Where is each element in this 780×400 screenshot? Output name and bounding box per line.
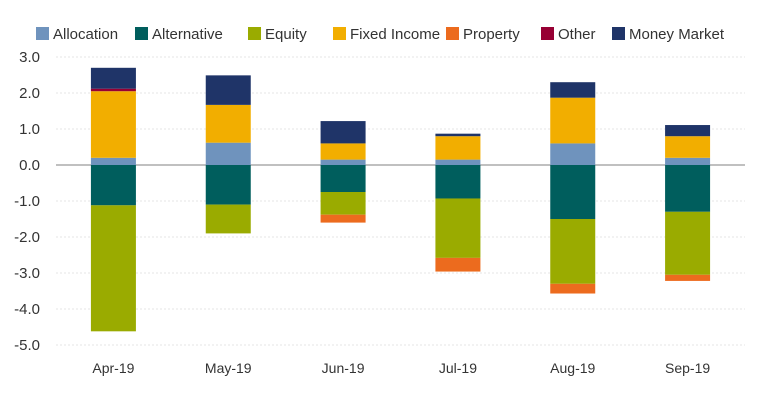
bar-segment-fixed-income <box>320 143 366 160</box>
bar-group-sep-19 <box>665 125 711 281</box>
legend-label-equity: Equity <box>265 26 307 43</box>
bar-segment-money-market <box>665 125 711 137</box>
y-tick-label: -5.0 <box>14 337 40 354</box>
legend-label-alternative: Alternative <box>152 26 223 43</box>
y-tick-label: 0.0 <box>19 157 40 174</box>
bar-segment-money-market <box>435 133 481 137</box>
bar-group-jul-19 <box>435 133 481 272</box>
y-tick-label: -4.0 <box>14 301 40 318</box>
bar-segment-equity <box>550 219 596 284</box>
legend: Allocation Alternative Equity Fixed Income P… <box>36 26 725 43</box>
bar-segment-alternative <box>320 165 366 192</box>
legend-swatch-alternative <box>135 27 148 40</box>
bar-segment-fixed-income <box>205 104 251 143</box>
y-tick-label: 2.0 <box>19 85 40 102</box>
legend-swatch-fixed-income <box>333 27 346 40</box>
bar-segment-alternative <box>435 165 481 199</box>
bar-group-jun-19 <box>320 121 366 223</box>
bar-group-apr-19 <box>90 67 136 332</box>
legend-item-other: Other <box>541 26 596 43</box>
legend-swatch-other <box>541 27 554 40</box>
bar-segment-property <box>550 283 596 294</box>
bar-segment-equity <box>90 205 136 332</box>
bar-segment-property <box>435 257 481 272</box>
legend-item-alternative: Alternative <box>135 26 223 43</box>
bar-segment-property <box>665 274 711 281</box>
bar-segment-allocation <box>205 142 251 165</box>
y-axis: 3.0 2.0 1.0 0.0 -1.0 -2.0 -3.0 -4.0 -5.0 <box>14 49 40 354</box>
x-tick-label: Sep-19 <box>665 360 710 376</box>
y-tick-label: 1.0 <box>19 121 40 138</box>
legend-label-property: Property <box>463 26 520 43</box>
legend-label-fixed-income: Fixed Income <box>350 26 440 43</box>
bar-segment-allocation <box>90 157 136 165</box>
bar-segment-fixed-income <box>435 136 481 160</box>
legend-item-fixed-income: Fixed Income <box>333 26 440 43</box>
grid <box>56 56 745 346</box>
bar-segment-fixed-income <box>665 136 711 158</box>
bar-segment-alternative <box>550 165 596 219</box>
y-tick-label: -1.0 <box>14 193 40 210</box>
bar-segment-alternative <box>665 165 711 212</box>
legend-label-money-market: Money Market <box>629 26 725 43</box>
y-tick-label: -2.0 <box>14 229 40 246</box>
bar-segment-other <box>90 88 136 92</box>
bar-segment-allocation <box>435 159 481 165</box>
bars <box>90 67 711 332</box>
y-tick-label: 3.0 <box>19 49 40 66</box>
x-tick-label: Jun-19 <box>322 360 365 376</box>
bar-segment-money-market <box>205 75 251 105</box>
bar-segment-equity <box>320 192 366 215</box>
legend-item-property: Property <box>446 26 520 43</box>
x-axis: Apr-19 May-19 Jun-19 Jul-19 Aug-19 Sep-19 <box>92 360 710 376</box>
y-tick-label: -3.0 <box>14 265 40 282</box>
bar-segment-money-market <box>90 67 136 89</box>
bar-segment-equity <box>435 198 481 258</box>
legend-label-allocation: Allocation <box>53 26 118 43</box>
legend-swatch-money-market <box>612 27 625 40</box>
bar-segment-money-market <box>550 82 596 98</box>
bar-segment-equity <box>665 211 711 275</box>
bar-group-aug-19 <box>550 82 596 294</box>
x-tick-label: May-19 <box>205 360 252 376</box>
x-tick-label: Apr-19 <box>92 360 134 376</box>
bar-segment-equity <box>205 204 251 234</box>
legend-swatch-equity <box>248 27 261 40</box>
legend-swatch-property <box>446 27 459 40</box>
legend-item-allocation: Allocation <box>36 26 118 43</box>
bar-segment-fixed-income <box>90 91 136 158</box>
bar-segment-money-market <box>320 121 366 144</box>
bar-group-may-19 <box>205 75 251 234</box>
x-tick-label: Jul-19 <box>439 360 477 376</box>
legend-label-other: Other <box>558 26 596 43</box>
bar-segment-allocation <box>320 159 366 165</box>
legend-swatch-allocation <box>36 27 49 40</box>
legend-item-equity: Equity <box>248 26 307 43</box>
legend-item-money-market: Money Market <box>612 26 725 43</box>
bar-segment-property <box>320 214 366 223</box>
bar-segment-alternative <box>90 165 136 206</box>
bar-segment-fixed-income <box>550 97 596 144</box>
bar-segment-allocation <box>550 143 596 165</box>
bar-segment-allocation <box>665 157 711 165</box>
x-tick-label: Aug-19 <box>550 360 595 376</box>
bar-segment-alternative <box>205 165 251 205</box>
